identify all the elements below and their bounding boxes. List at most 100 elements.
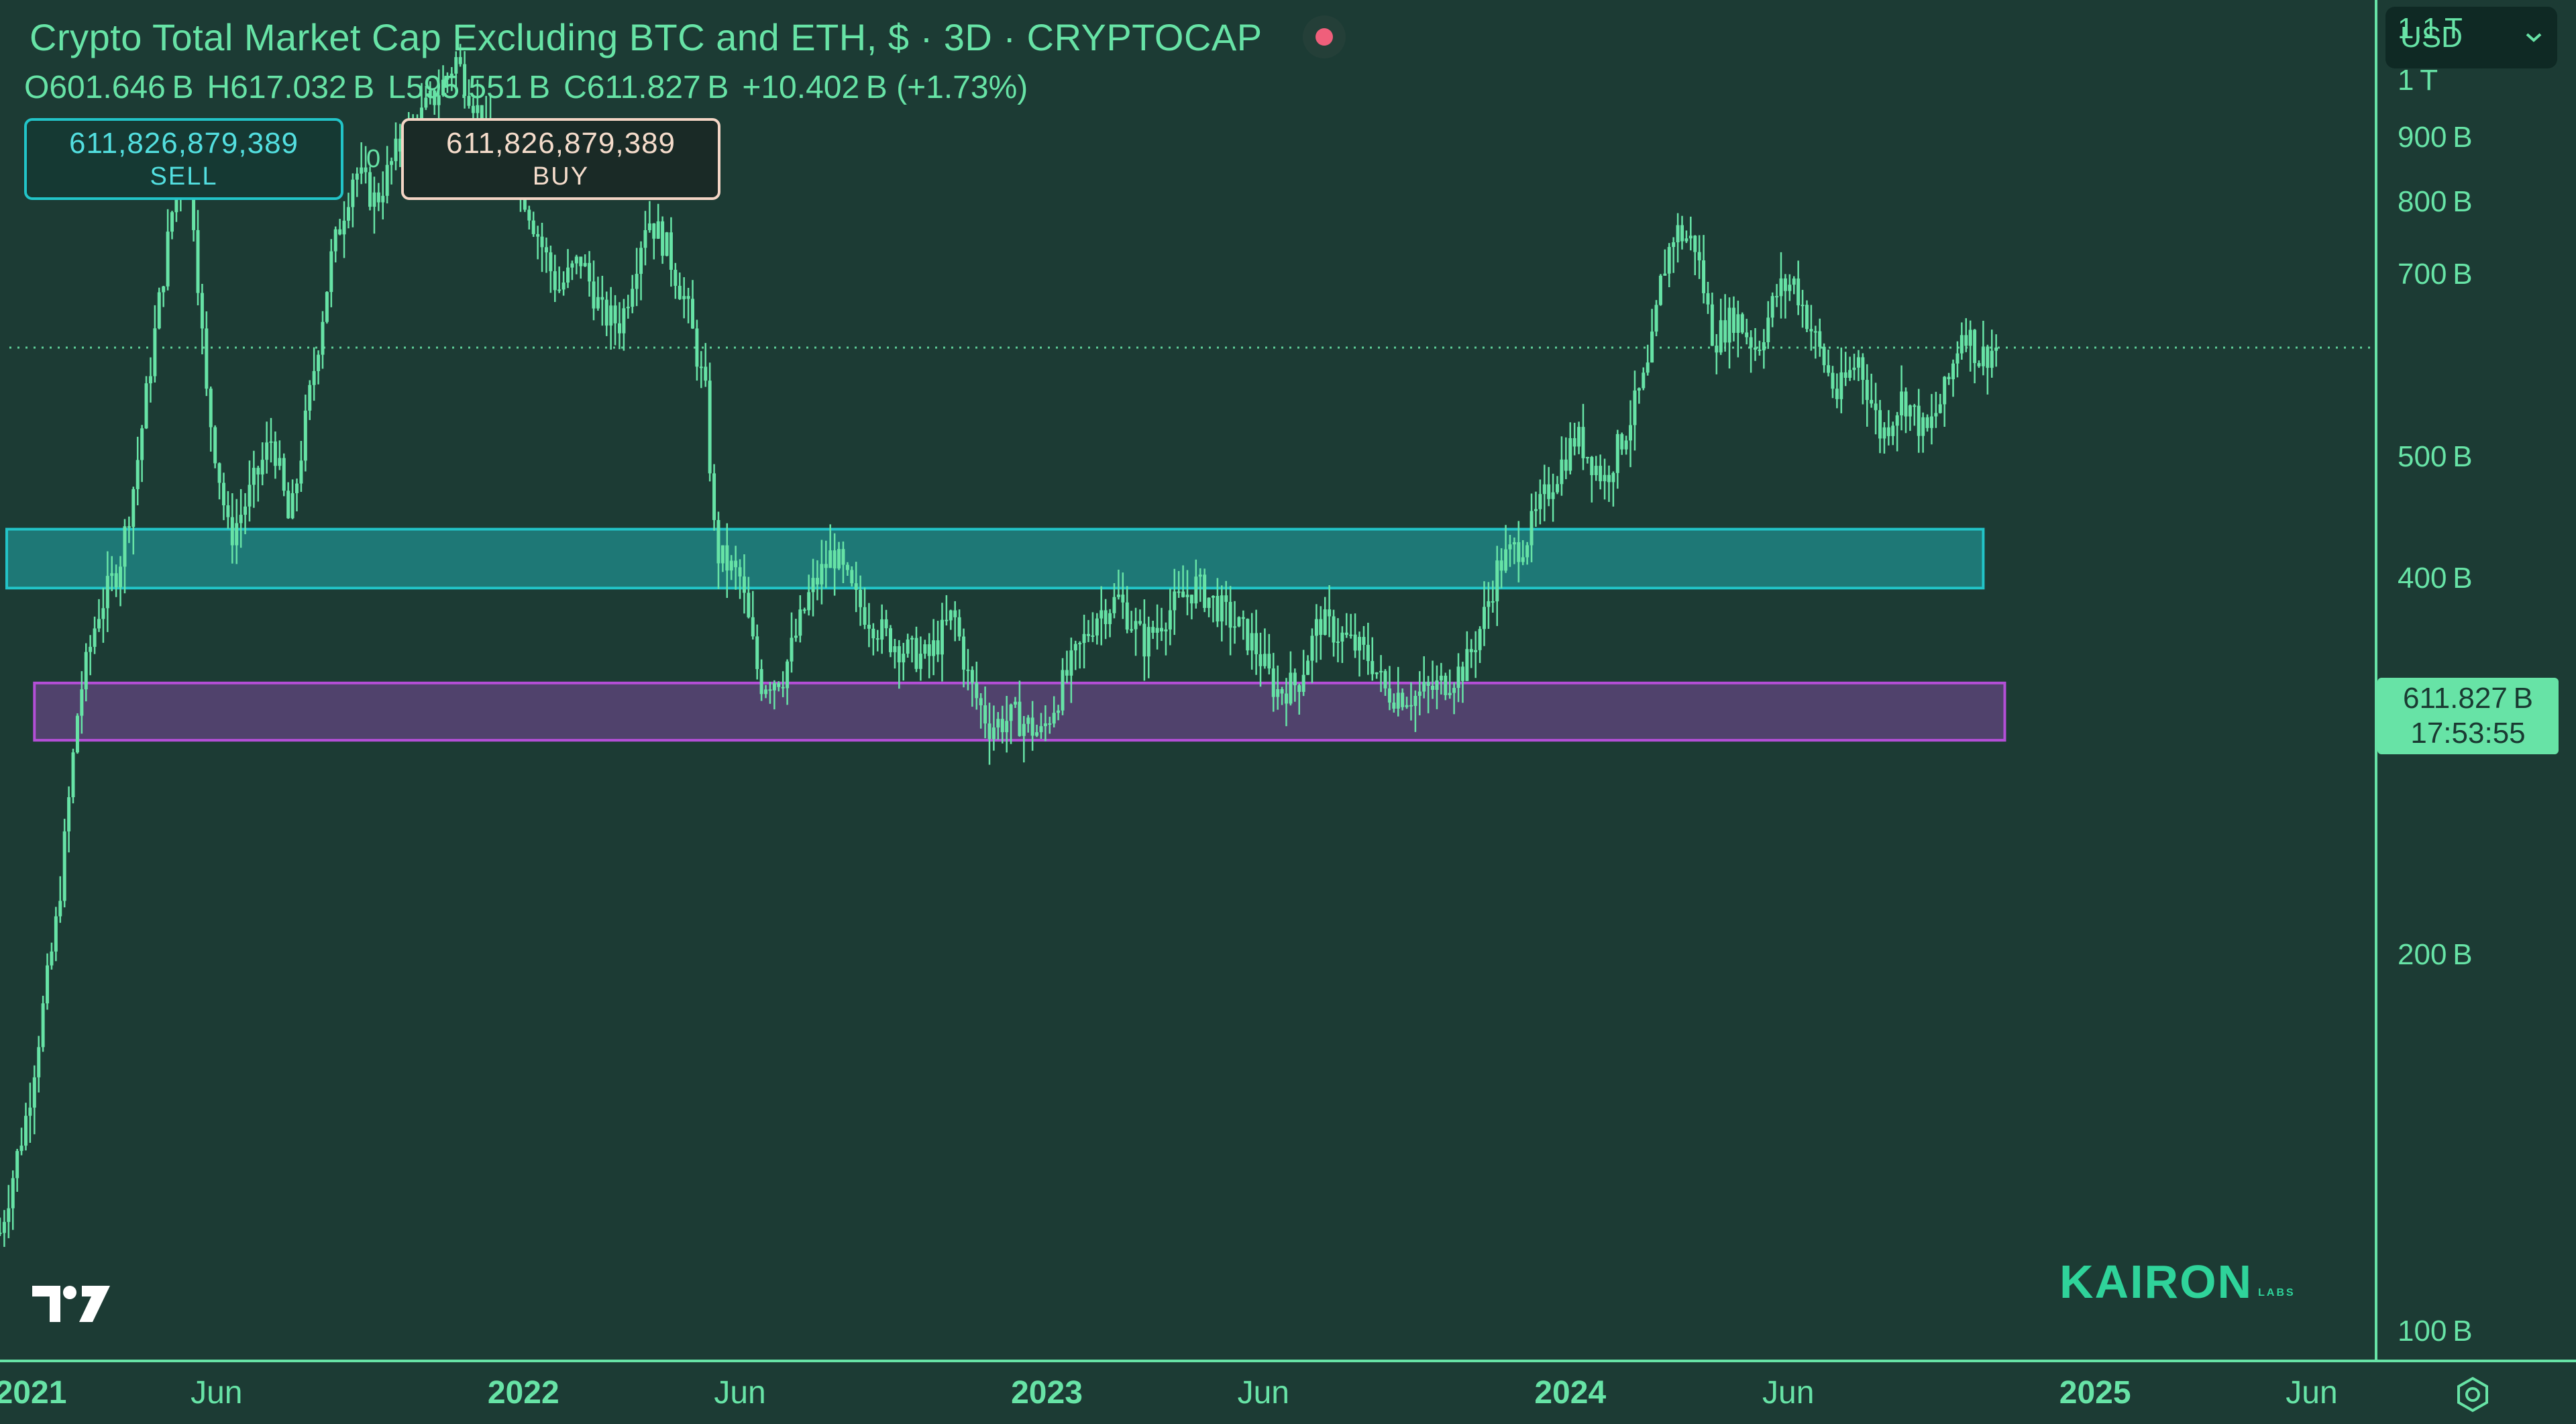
watermark-text: KAIRON [2059, 1256, 2253, 1308]
candle [1594, 456, 1598, 481]
candle [1749, 330, 1753, 373]
candle [1615, 429, 1619, 489]
candle [1052, 696, 1056, 727]
candle [1886, 410, 1890, 446]
candle [674, 262, 678, 299]
candle [1779, 252, 1783, 319]
x-tick-label: 2022 [487, 1375, 559, 1411]
candle [592, 260, 596, 321]
candle [932, 619, 936, 676]
candle [1146, 616, 1150, 678]
candle [609, 287, 613, 350]
candle [1336, 618, 1340, 662]
candle [278, 440, 282, 470]
candle [914, 626, 918, 672]
tradingview-logo[interactable] [30, 1282, 113, 1327]
candle [561, 271, 566, 296]
y-tick-label: 400 B [2398, 562, 2473, 595]
candle [394, 122, 398, 170]
candle [949, 609, 953, 630]
candle [390, 157, 394, 185]
candle [790, 612, 794, 673]
candle [67, 786, 71, 853]
candle [704, 343, 708, 387]
candle [643, 211, 647, 266]
candle [1512, 537, 1516, 564]
candle [579, 256, 583, 279]
candle [1624, 436, 1628, 455]
candle [970, 666, 974, 707]
candle [1224, 580, 1228, 625]
candle [360, 142, 364, 185]
buy-label: BUY [532, 162, 590, 191]
sell-button[interactable]: 611,826,879,389 SELL [24, 118, 343, 200]
candle [1332, 609, 1336, 657]
candle [1856, 350, 1860, 381]
currency-select[interactable]: USD [2385, 7, 2557, 68]
candles [0, 44, 1998, 1248]
candle [807, 574, 811, 616]
candle [1491, 580, 1495, 613]
candle [317, 350, 321, 385]
candle [1460, 662, 1464, 703]
candle [1676, 213, 1680, 263]
candle [1228, 586, 1232, 656]
candle [1211, 595, 1215, 623]
candle [1672, 237, 1676, 273]
candle [1000, 705, 1004, 744]
candle [656, 203, 660, 240]
candle [833, 533, 837, 596]
candle [1043, 705, 1047, 742]
candle [1483, 581, 1486, 646]
candle [1061, 658, 1065, 715]
candle [1181, 565, 1185, 598]
candle [1073, 640, 1077, 670]
candle [1155, 604, 1159, 650]
candle [0, 1217, 2, 1237]
buy-price: 611,826,879,389 [445, 127, 676, 160]
candle [1177, 570, 1181, 598]
candle [910, 635, 914, 663]
current-price-value: 611.827 B [2403, 682, 2533, 715]
candle [1344, 613, 1348, 638]
candle [979, 693, 983, 729]
candle [1353, 613, 1357, 658]
candle [1009, 703, 1013, 744]
candle [364, 146, 368, 184]
candle [209, 387, 213, 452]
candle [1697, 235, 1701, 279]
candle [588, 251, 592, 297]
settings-gear-icon[interactable] [2453, 1374, 2493, 1415]
candle [729, 555, 733, 580]
candle [321, 311, 325, 369]
candle [2, 1210, 6, 1248]
candle [1349, 613, 1353, 639]
candle [1375, 672, 1379, 679]
candle [1263, 628, 1267, 669]
candle [1108, 609, 1112, 638]
candle [1654, 300, 1658, 337]
candle [1968, 320, 1972, 372]
candle [811, 558, 815, 617]
market-status-indicator[interactable] [1302, 15, 1346, 58]
candle [1813, 325, 1817, 359]
candle [987, 703, 991, 765]
candle [1607, 465, 1611, 502]
candle [1754, 327, 1758, 361]
candle [1417, 671, 1421, 716]
candle [1861, 353, 1865, 405]
candle [906, 633, 910, 658]
cyan-zone[interactable] [5, 527, 1985, 590]
candle [286, 482, 290, 519]
candle [1723, 294, 1727, 352]
candle [1775, 284, 1779, 307]
candle [1087, 619, 1090, 642]
candle [1116, 569, 1120, 600]
candle [716, 511, 720, 589]
candle [527, 205, 531, 230]
buy-button[interactable]: 611,826,879,389 BUY [401, 118, 720, 200]
candle [531, 211, 535, 238]
candle [441, 65, 445, 97]
candle [1599, 454, 1603, 490]
